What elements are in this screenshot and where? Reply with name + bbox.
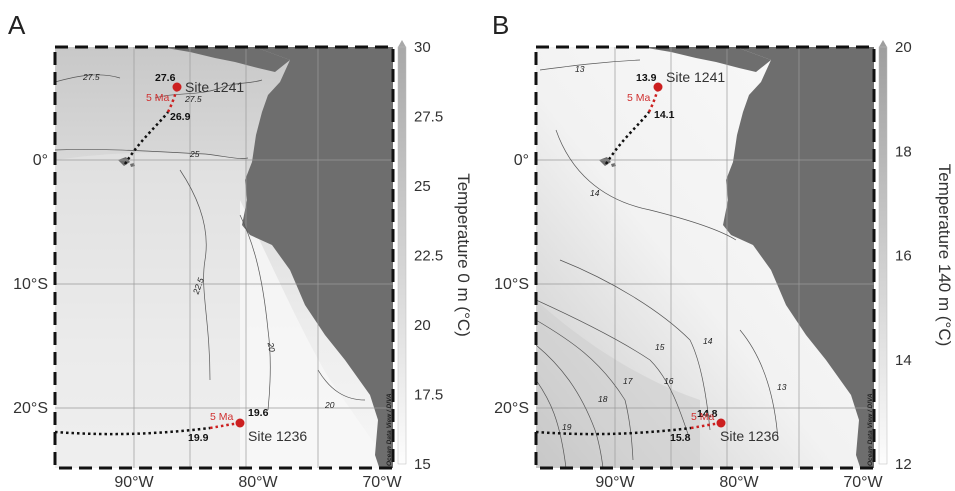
site-1236-value-top-b: 14.8 [697, 408, 718, 420]
colorbar-b: 20 18 16 14 12 Temperature 140 m (°C) [878, 39, 954, 473]
isoline-label: 25 [189, 149, 200, 159]
site-1236-value-top-a: 19.6 [248, 407, 269, 419]
colorbar-tick-label: 20 [414, 317, 431, 334]
site-1236-age-b: 5 Ma [691, 411, 715, 423]
graticule-b [536, 47, 874, 468]
isoline-label: 14 [703, 336, 713, 346]
isoline-label: 19 [562, 422, 572, 432]
colorbar-bar-a [397, 46, 407, 465]
colorbar-tick-label: 20 [895, 39, 912, 56]
isolines-a [55, 74, 366, 411]
colorbar-a: 30 27.5 25 22.5 20 17.5 15 Temperature 0 m (°C… [397, 39, 473, 473]
panel-letter-b: B [492, 10, 509, 40]
coastal-upwelling-a [240, 200, 392, 468]
isoline-label: 14 [590, 188, 600, 198]
map-frame-b [534, 45, 876, 470]
colorbar-tick-label: 14 [895, 352, 912, 369]
lon-tick: 90°W [595, 474, 635, 491]
isoline-label: 13 [575, 64, 585, 74]
map-b: 13 14 15 14 17 16 18 19 13 13.9 Site 124… [536, 47, 874, 468]
site-1241-value-bottom-a: 26.9 [170, 111, 191, 123]
site-1241-value-bottom-b: 14.1 [654, 109, 675, 121]
site-1241-name-a: Site 1241 [185, 79, 244, 95]
isoline-label: 13 [777, 382, 787, 392]
colorbar-tick-label: 30 [414, 39, 431, 56]
isoline-label: 17 [623, 376, 633, 386]
site-1236-name-b: Site 1236 [720, 428, 779, 444]
site-1236-name-a: Site 1236 [248, 428, 307, 444]
colorbar-bar-b [878, 46, 888, 465]
south-america-land-a [242, 47, 393, 468]
lat-tick: 20°S [13, 400, 48, 417]
lon-tick: 70°W [362, 474, 402, 491]
lon-tick: 80°W [719, 474, 759, 491]
lat-tick: 10°S [494, 276, 529, 293]
colorbar-tick-label: 25 [414, 178, 431, 195]
ocean-shade-b [536, 300, 700, 468]
south-america-land-b [723, 47, 874, 468]
site-1241-age-a: 5 Ma [146, 92, 170, 104]
site-1241-marker-a[interactable] [172, 82, 182, 92]
lat-tick: 20°S [494, 400, 529, 417]
isoline-label: 20 [266, 341, 278, 353]
lon-tick: 90°W [114, 474, 154, 491]
colorbar-tick-label: 18 [895, 143, 912, 160]
isoline-label: 20 [324, 400, 335, 410]
isoline-label: 15 [655, 342, 665, 352]
central-america-land-b [641, 47, 771, 72]
site-1241-marker-b[interactable] [653, 82, 663, 92]
colorbar-title-b: Temperature 140 m (°C) [935, 164, 954, 347]
lon-tick: 70°W [843, 474, 883, 491]
isolines-b [536, 59, 779, 468]
graticule-a [55, 47, 393, 468]
ocean-shade-a [55, 152, 245, 468]
site-1236-value-bottom-b: 15.8 [670, 432, 691, 444]
map-a: 27.5 27.5 25 22.5 20 20 27.6 Site 1241 5… [55, 47, 393, 468]
site-1241-value-top-b: 13.9 [636, 72, 657, 84]
track-past-1241-b [604, 111, 650, 165]
site-1241-age-b: 5 Ma [627, 92, 651, 104]
isoline-label: 27.5 [82, 72, 100, 82]
site-1241-name-b: Site 1241 [666, 69, 725, 85]
colorbar-tick-label: 12 [895, 456, 912, 473]
colorbar-tick-label: 17.5 [414, 387, 443, 404]
central-america-land-a [160, 47, 290, 72]
track-past-1236-b [536, 426, 692, 436]
colorbar-tick-label: 16 [895, 248, 912, 265]
site-1236-marker-b[interactable] [716, 418, 726, 428]
track-past-1236-a [55, 426, 211, 436]
site-1241-value-top-a: 27.6 [155, 72, 176, 84]
colorbar-arrow-a [398, 40, 406, 47]
lat-tick: 10°S [13, 276, 48, 293]
isoline-labels-b: 13 14 15 14 17 16 18 19 13 [562, 64, 787, 432]
site-1236-value-bottom-a: 19.9 [188, 432, 209, 444]
panel-letter-a: A [8, 10, 26, 40]
credit-a: Ocean Data View / DIVA [386, 393, 393, 466]
lon-tick: 80°W [238, 474, 278, 491]
colorbar-tick-label: 15 [414, 456, 431, 473]
site-1236-marker-a[interactable] [235, 418, 245, 428]
panel-b: B [492, 10, 954, 491]
lat-tick: 0° [514, 152, 529, 169]
colorbar-tick-label: 27.5 [414, 109, 443, 126]
lat-tick: 0° [33, 152, 48, 169]
isoline-label: 27.5 [184, 94, 202, 104]
panel-a: A [8, 10, 473, 491]
site-1236-age-a: 5 Ma [210, 411, 234, 423]
map-frame-a [53, 45, 395, 470]
colorbar-arrow-b [879, 40, 887, 47]
colorbar-title-a: Temperature 0 m (°C) [454, 173, 473, 337]
isoline-label: 16 [664, 376, 674, 386]
isoline-label: 18 [598, 394, 608, 404]
credit-b: Ocean Data View / DIVA [867, 393, 874, 466]
track-past-1241-a [123, 111, 169, 165]
colorbar-tick-label: 22.5 [414, 248, 443, 265]
